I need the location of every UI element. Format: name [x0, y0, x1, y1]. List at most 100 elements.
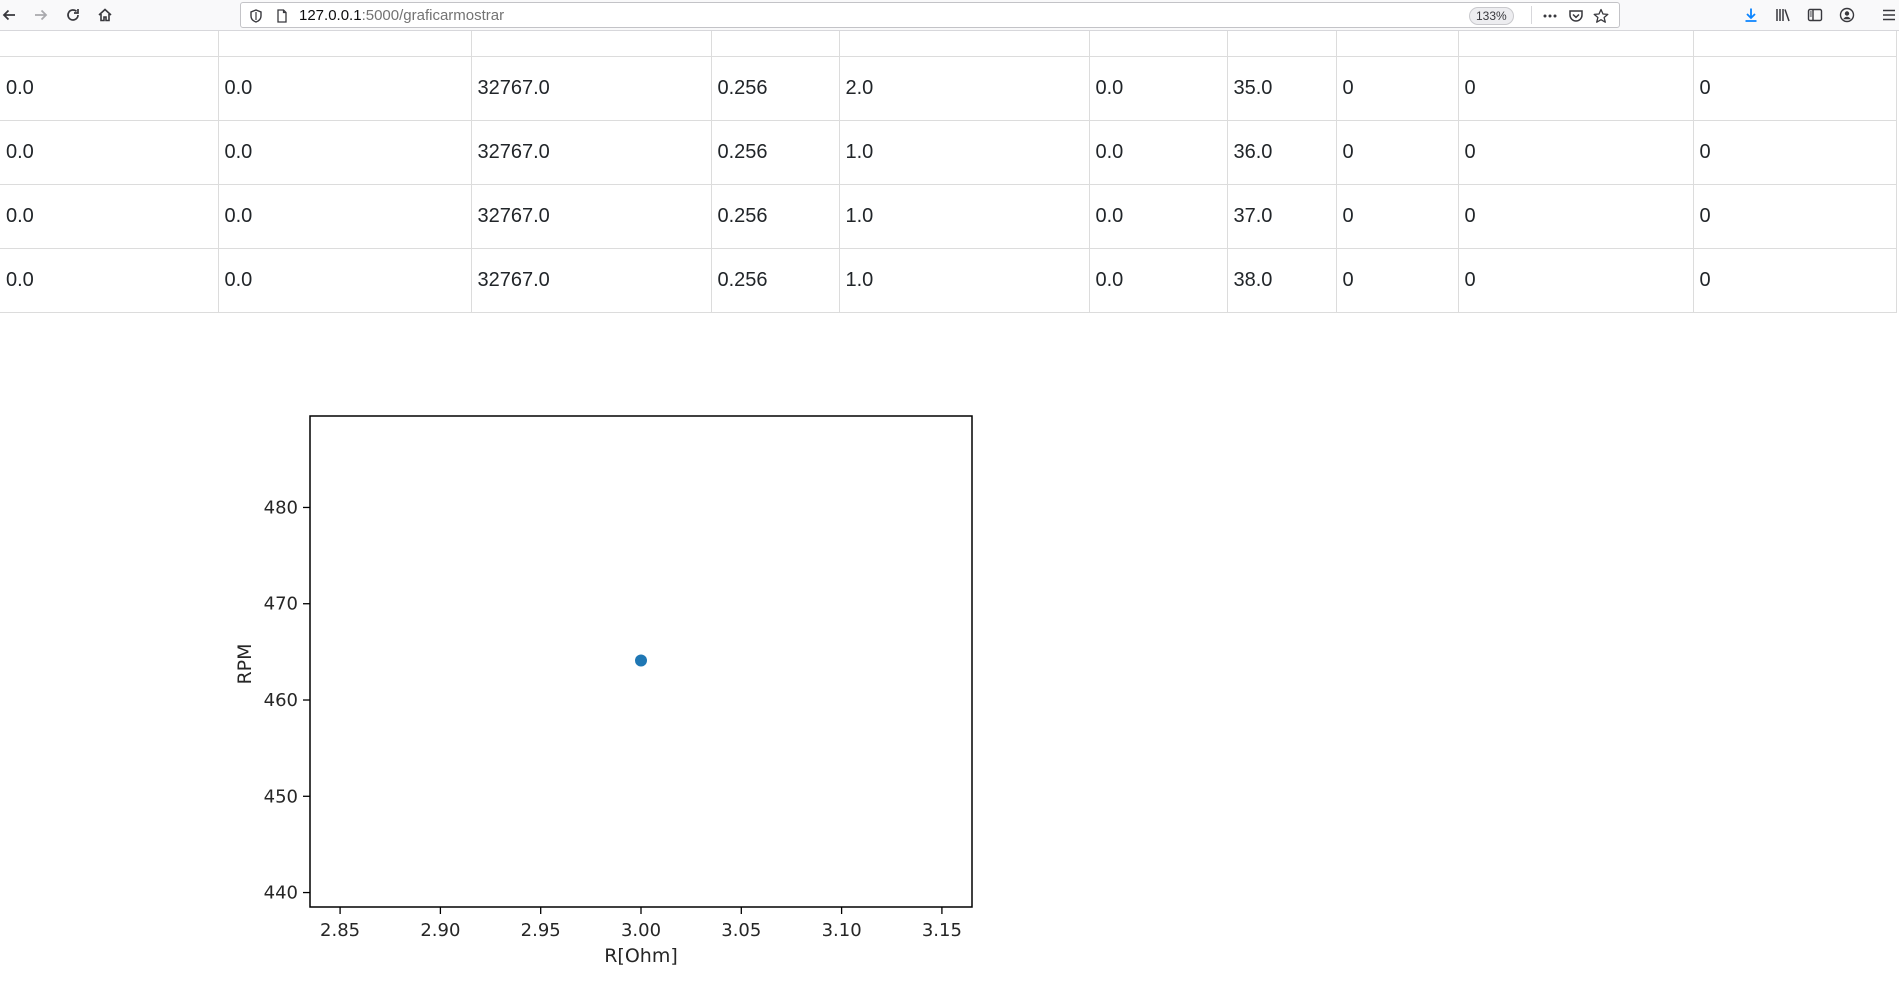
table-cell: 0.0	[1089, 248, 1228, 313]
pocket-icon	[1569, 10, 1583, 22]
x-tick-label: 3.15	[922, 920, 962, 941]
x-tick-label: 3.05	[721, 920, 761, 941]
table-cell: 0	[1458, 56, 1694, 121]
table-header-row	[0, 31, 1897, 57]
x-tick-label: 3.00	[621, 920, 661, 941]
table-cell: 0.0	[1089, 184, 1228, 249]
table-cell: 0.0	[0, 120, 219, 185]
table-cell	[711, 31, 840, 57]
url-path: :5000/graficarmostrar	[361, 7, 505, 24]
table-cell: 2.0	[839, 56, 1090, 121]
table-cell: 0	[1693, 184, 1897, 249]
library-button[interactable]	[1770, 2, 1796, 28]
table-cell: 0	[1693, 56, 1897, 121]
table-cell: 0	[1458, 248, 1694, 313]
x-tick-label: 2.85	[320, 920, 360, 941]
downloads-button[interactable]	[1738, 2, 1764, 28]
table-cell: 0.0	[218, 248, 472, 313]
zoom-reset-button[interactable]: 133%	[1469, 7, 1514, 25]
bookmark-star-button[interactable]	[1592, 7, 1610, 25]
table-cell: 37.0	[1227, 184, 1337, 249]
y-axis: 440 450 460 470 480	[264, 497, 310, 904]
menu-button[interactable]	[1876, 2, 1899, 28]
table-cell: 0.0	[1089, 120, 1228, 185]
star-icon	[1593, 8, 1609, 23]
browser-toolbar: 127.0.0.1:5000/graficarmostrar 133%	[0, 0, 1899, 31]
table-cell: 32767.0	[471, 56, 712, 121]
table-cell	[1458, 31, 1694, 57]
table-cell	[0, 31, 219, 57]
table-cell: 0	[1458, 120, 1694, 185]
forward-button[interactable]	[28, 2, 54, 28]
sidebar-button[interactable]	[1802, 2, 1828, 28]
url-host: 127.0.0.1	[299, 7, 362, 24]
x-tick-label: 2.95	[521, 920, 561, 941]
table-cell: 0	[1693, 248, 1897, 313]
account-button[interactable]	[1834, 2, 1860, 28]
table-row: 0.0 0.0 32767.0 0.256 2.0 0.0 35.0 0 0 0	[0, 56, 1897, 121]
x-tick-label: 2.90	[420, 920, 460, 941]
data-table-container: 0.0 0.0 32767.0 0.256 2.0 0.0 35.0 0 0 0…	[0, 31, 1899, 313]
table-cell: 32767.0	[471, 120, 712, 185]
x-axis: 2.85 2.90 2.95 3.00 3.05 3.10 3.15	[320, 907, 962, 941]
sidebar-icon	[1807, 8, 1823, 22]
url-text[interactable]: 127.0.0.1:5000/graficarmostrar	[299, 7, 504, 25]
table-cell: 0.0	[0, 184, 219, 249]
table-cell: 1.0	[839, 184, 1090, 249]
hamburger-icon	[1883, 9, 1895, 21]
home-button[interactable]	[92, 2, 118, 28]
table-row: 0.0 0.0 32767.0 0.256 1.0 0.0 38.0 0 0 0	[0, 248, 1897, 313]
y-tick-label: 460	[264, 690, 298, 711]
table-cell: 0	[1336, 120, 1459, 185]
table-cell: 0.256	[711, 120, 840, 185]
reload-icon	[67, 9, 79, 21]
table-cell: 0	[1336, 56, 1459, 121]
table-cell	[1227, 31, 1337, 57]
table-cell: 0.0	[1089, 56, 1228, 121]
table-cell: 1.0	[839, 248, 1090, 313]
page-info-icon[interactable]	[273, 7, 291, 25]
table-cell	[218, 31, 472, 57]
download-icon	[1745, 8, 1757, 22]
y-tick-label: 480	[264, 497, 298, 518]
url-bar[interactable]: 127.0.0.1:5000/graficarmostrar 133%	[240, 2, 1620, 28]
table-cell: 0.0	[218, 56, 472, 121]
table-cell: 32767.0	[471, 184, 712, 249]
table-cell	[1089, 31, 1228, 57]
x-tick-label: 3.10	[822, 920, 862, 941]
table-cell: 0	[1336, 248, 1459, 313]
back-button[interactable]	[0, 2, 22, 28]
y-tick-label: 470	[264, 594, 298, 615]
table-row: 0.0 0.0 32767.0 0.256 1.0 0.0 37.0 0 0 0	[0, 184, 1897, 249]
table-row: 0.0 0.0 32767.0 0.256 1.0 0.0 36.0 0 0 0	[0, 120, 1897, 185]
table-cell	[839, 31, 1090, 57]
arrow-right-icon	[35, 9, 48, 21]
table-cell: 0	[1693, 120, 1897, 185]
pocket-button[interactable]	[1567, 7, 1585, 25]
y-tick-label: 450	[264, 786, 298, 807]
table-cell: 0	[1336, 184, 1459, 249]
page-actions-button[interactable]	[1541, 7, 1559, 25]
table-cell	[1336, 31, 1459, 57]
x-axis-label: R[Ohm]	[604, 945, 678, 967]
table-cell: 0.256	[711, 56, 840, 121]
table-cell: 1.0	[839, 120, 1090, 185]
home-icon	[98, 8, 112, 22]
table-cell: 0.0	[218, 184, 472, 249]
table-cell: 0.256	[711, 184, 840, 249]
table-cell: 0.0	[218, 120, 472, 185]
y-axis-label: RPM	[234, 643, 256, 684]
data-table: 0.0 0.0 32767.0 0.256 2.0 0.0 35.0 0 0 0…	[0, 31, 1897, 313]
table-cell: 36.0	[1227, 120, 1337, 185]
library-icon	[1776, 9, 1790, 22]
table-cell: 35.0	[1227, 56, 1337, 121]
table-body: 0.0 0.0 32767.0 0.256 2.0 0.0 35.0 0 0 0…	[0, 31, 1897, 313]
table-cell: 0.256	[711, 248, 840, 313]
table-cell: 0.0	[0, 56, 219, 121]
data-point	[635, 654, 647, 667]
table-cell: 32767.0	[471, 248, 712, 313]
arrow-left-icon	[2, 9, 15, 21]
reload-button[interactable]	[60, 2, 86, 28]
tracking-protection-icon[interactable]	[247, 7, 265, 25]
